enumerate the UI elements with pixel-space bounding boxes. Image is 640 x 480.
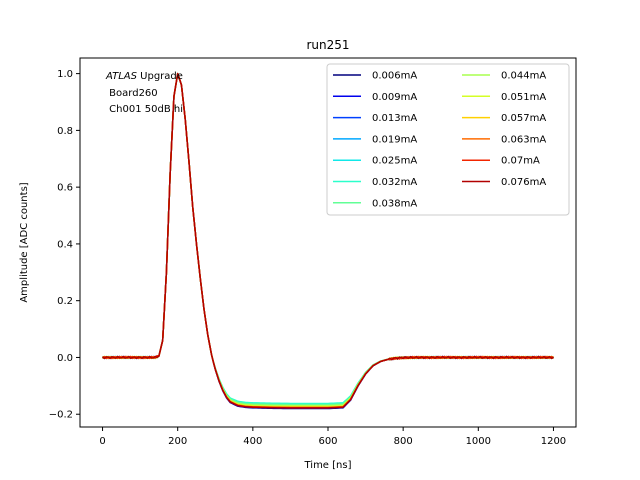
legend-label: 0.019mA — [372, 134, 417, 145]
annotation-line-1: ATLAS Upgrade — [105, 71, 183, 82]
y-tick-label: 0.2 — [57, 296, 73, 307]
legend-label: 0.006mA — [372, 71, 417, 82]
y-tick-label: −0.2 — [49, 410, 73, 421]
x-tick-label: 400 — [243, 436, 262, 447]
y-tick-label: 0.0 — [57, 353, 73, 364]
legend-label: 0.025mA — [372, 156, 417, 167]
y-tick-label: 1.0 — [57, 69, 73, 80]
legend-box — [326, 63, 570, 216]
y-axis-label: Amplitude [ADC counts] — [19, 182, 30, 302]
series-line-0.076mA — [102, 72, 554, 409]
atlas-annotation: ATLAS Upgrade Board260 Ch001 50dB hi — [105, 71, 183, 115]
annotation-line-3: Ch001 50dB hi — [106, 104, 183, 115]
y-tick-label: 0.4 — [57, 239, 73, 250]
legend-label: 0.076mA — [501, 177, 546, 188]
chart-title: run251 — [306, 38, 349, 52]
legend-label: 0.009mA — [372, 92, 417, 103]
legend-label: 0.044mA — [501, 71, 546, 82]
annotation-line-2: Board260 — [106, 88, 158, 99]
x-tick-label: 1200 — [541, 436, 566, 447]
legend-label: 0.013mA — [372, 113, 417, 124]
x-tick-label: 800 — [394, 436, 413, 447]
legend-label: 0.038mA — [372, 198, 417, 209]
x-tick-label: 200 — [168, 436, 187, 447]
axis-ticks: 0 200 400 600 800 1000 1200 −0.2 0.0 0.2 0.4 0.6 0.8… — [49, 69, 566, 447]
legend-entries: 0.006mA 0.009mA 0.013mA 0.019mA 0.025mA 0.032… — [333, 71, 546, 209]
legend-label: 0.063mA — [501, 134, 546, 145]
x-axis-label: Time [ns] — [303, 460, 351, 471]
series-group — [102, 72, 554, 410]
legend-label: 0.051mA — [501, 92, 546, 103]
annotation-atlas: ATLAS — [105, 71, 138, 82]
legend-label: 0.032mA — [372, 177, 417, 188]
x-tick-label: 1000 — [466, 436, 491, 447]
x-tick-label: 0 — [99, 436, 105, 447]
x-tick-label: 600 — [318, 436, 337, 447]
y-tick-label: 0.8 — [57, 126, 73, 137]
legend-label: 0.07mA — [501, 156, 540, 167]
annotation-upgrade: Upgrade — [137, 71, 183, 82]
legend: 0.006mA 0.009mA 0.013mA 0.019mA 0.025mA 0.032… — [326, 63, 570, 216]
y-tick-label: 0.6 — [57, 183, 73, 194]
legend-label: 0.057mA — [501, 113, 546, 124]
